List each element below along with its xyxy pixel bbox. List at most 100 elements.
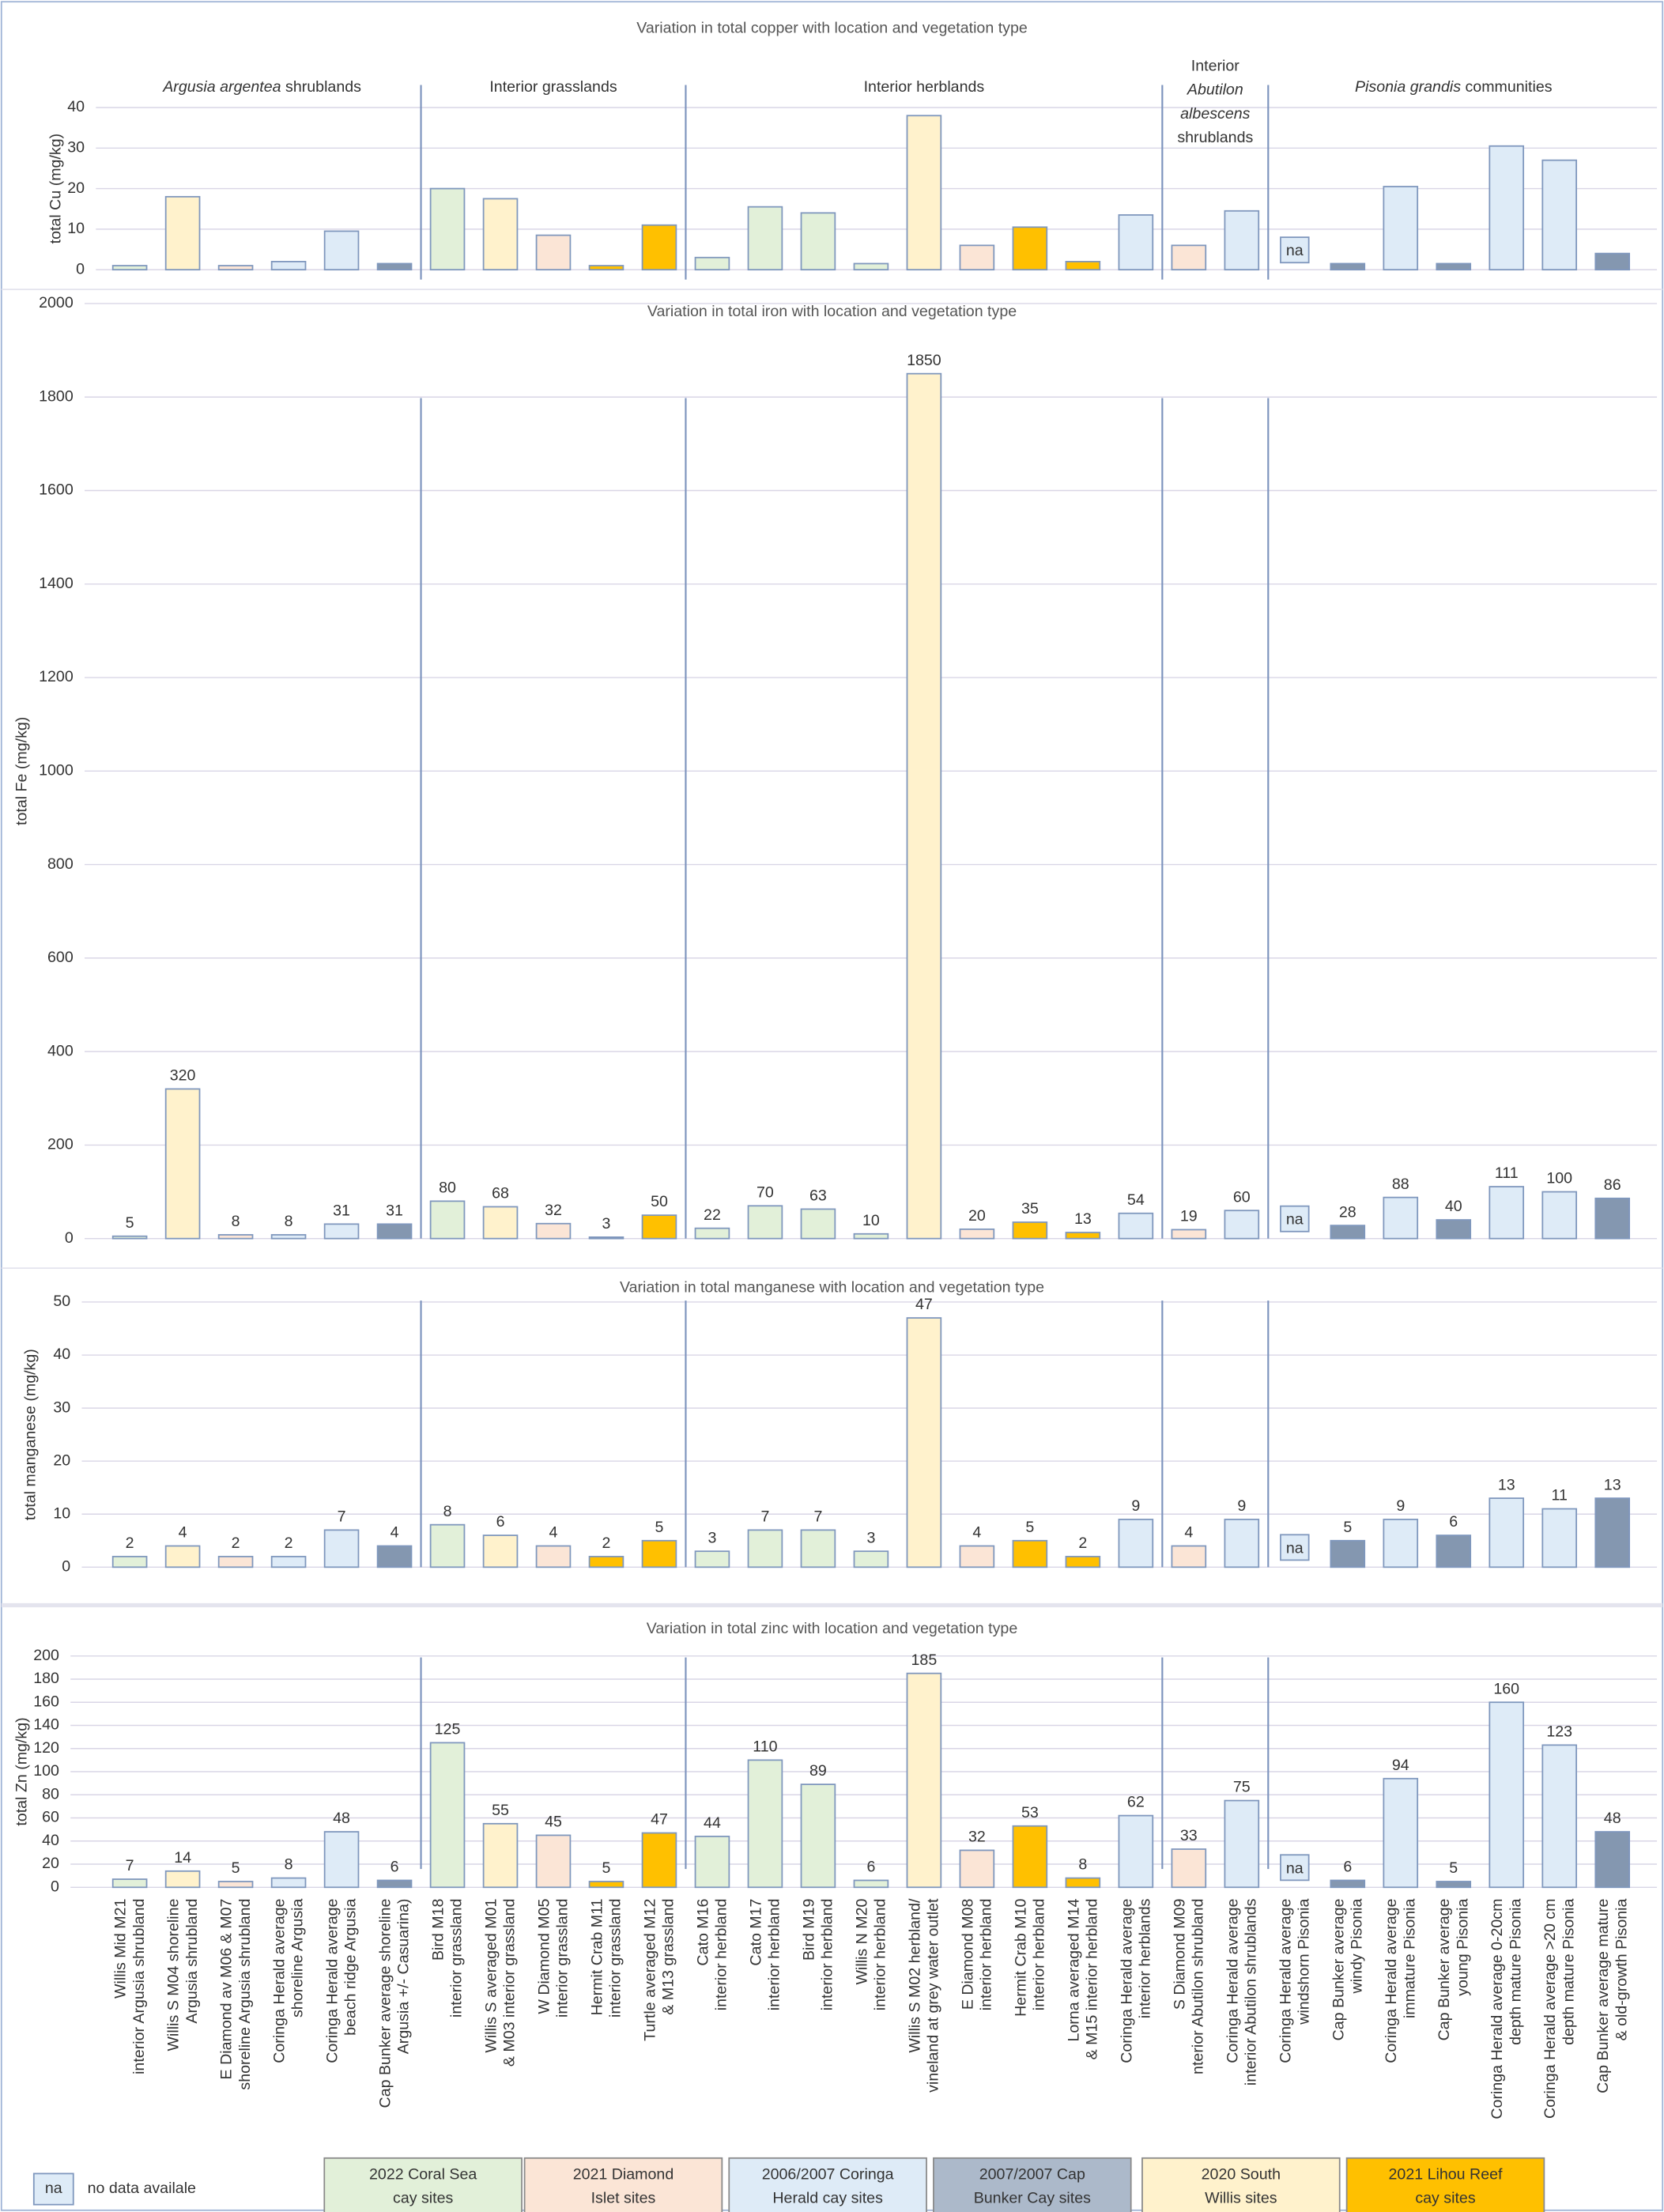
bar	[482, 1822, 519, 1889]
bar	[270, 1556, 307, 1568]
x-tick-label: Bird M19	[800, 1899, 817, 1961]
bar	[1541, 1744, 1578, 1889]
y-tick-label: 80	[42, 1785, 59, 1802]
bar	[1383, 1196, 1419, 1240]
bar	[1594, 1497, 1631, 1568]
data-label: 48	[333, 1810, 350, 1827]
group-label: Interior	[1191, 57, 1240, 74]
bar	[959, 1545, 995, 1568]
x-tick-label: Coringa Herald average 0-20cm	[1489, 1899, 1506, 2120]
data-label: 8	[1078, 1856, 1087, 1874]
data-label: 13	[1498, 1476, 1515, 1493]
data-label: 6	[1449, 1513, 1458, 1531]
x-tick-label: immature Pisonia	[1401, 1898, 1418, 2018]
data-label: 7	[126, 1857, 134, 1874]
y-tick-label: 20	[67, 179, 85, 197]
bar	[747, 206, 783, 271]
bar	[1118, 1212, 1154, 1240]
legend-entry: 2007/2007 Cap	[979, 2165, 1085, 2183]
x-tick-label: interior herbland	[766, 1899, 783, 2011]
bar	[111, 1556, 148, 1568]
legend-entry: 2006/2007 Coringa	[762, 2165, 894, 2183]
bar	[217, 1234, 254, 1240]
x-tick-label: interior Abutilon shrublands	[1242, 1898, 1259, 2086]
bar	[111, 1878, 148, 1889]
x-tick-label: windy Pisonia	[1348, 1898, 1365, 1994]
data-label: 5	[1343, 1519, 1352, 1536]
group-label-part: shrublands	[1177, 129, 1253, 146]
na-label: na	[1286, 1859, 1304, 1877]
bar	[376, 262, 413, 271]
x-tick-label: & old-growth Pisonia	[1613, 1898, 1630, 2040]
bar	[747, 1759, 783, 1889]
bar	[694, 256, 730, 271]
bar	[959, 1228, 995, 1240]
y-tick-label: 600	[47, 949, 74, 966]
data-label: 8	[285, 1856, 293, 1874]
x-tick-label: E Diamond av M06 & M07	[218, 1899, 236, 2080]
legend-na-swatch	[32, 2172, 74, 2206]
x-tick-label: interior grassland	[607, 1899, 624, 2018]
data-label: 80	[439, 1180, 456, 1197]
x-tick-label: Willis N M20	[853, 1898, 870, 1984]
data-label: 6	[866, 1859, 875, 1876]
data-label: 100	[1546, 1170, 1572, 1187]
group-label-part: Argusia argentea	[162, 78, 281, 96]
data-label: 94	[1392, 1757, 1409, 1774]
bar	[1489, 1497, 1525, 1568]
group-label-part: Abutilon	[1187, 81, 1243, 99]
bar	[641, 224, 677, 271]
x-tick-label: & M03 interior grassland	[501, 1899, 519, 2067]
bar	[1594, 1831, 1631, 1889]
y-tick-label: 1800	[39, 387, 74, 405]
data-label: 8	[443, 1503, 452, 1520]
bar	[1541, 1191, 1578, 1240]
data-label: 123	[1546, 1723, 1572, 1740]
bar	[1171, 1848, 1207, 1889]
x-tick-label: depth mature Pisonia	[1507, 1898, 1524, 2044]
data-label: 8	[285, 1213, 293, 1230]
legend-swatch	[1141, 2157, 1341, 2212]
x-tick-label: S Diamond M09	[1171, 1899, 1188, 2010]
bar	[1383, 1777, 1419, 1889]
bar	[323, 230, 360, 271]
na-box	[1280, 1854, 1310, 1882]
data-label: 2	[232, 1534, 240, 1552]
bar	[429, 187, 466, 271]
legend-swatch	[323, 2157, 523, 2212]
legend-entry: Herald cay sites	[772, 2190, 883, 2207]
group-label-part: shrublands	[281, 78, 362, 96]
bar	[747, 1529, 783, 1568]
bar	[800, 1208, 836, 1240]
data-label: 6	[391, 1859, 399, 1876]
bar	[1012, 1539, 1048, 1568]
bar	[906, 115, 942, 271]
bar	[164, 1088, 201, 1240]
bar	[270, 260, 307, 271]
data-label: 111	[1495, 1165, 1519, 1182]
x-tick-label: Willis Mid M21	[112, 1899, 130, 1999]
bar	[906, 1672, 942, 1889]
bar	[1065, 1556, 1101, 1568]
data-label: 53	[1021, 1804, 1039, 1821]
x-tick-label: windshorn Pisonia	[1295, 1898, 1312, 2025]
data-label: 86	[1604, 1176, 1621, 1194]
group-label-part: albescens	[1180, 105, 1250, 123]
legend-entry: cay sites	[393, 2190, 453, 2207]
data-label: 48	[1604, 1810, 1621, 1827]
x-tick-label: & M15 interior herbland	[1084, 1899, 1101, 2060]
y-tick-label: 30	[67, 138, 85, 156]
data-label: 9	[1237, 1497, 1246, 1515]
legend-entry: Willis sites	[1205, 2190, 1277, 2207]
bar	[323, 1831, 360, 1889]
data-label: 3	[708, 1529, 717, 1546]
bar	[906, 372, 942, 1240]
data-label: 14	[174, 1849, 191, 1867]
bar	[588, 1236, 624, 1240]
data-label: 9	[1131, 1497, 1140, 1515]
x-tick-label: E Diamond M08	[959, 1898, 976, 2010]
group-label: Pisonia grandis communities	[1355, 78, 1553, 96]
x-tick-label: Cap Bunker average shoreline	[377, 1898, 394, 2108]
data-label: 160	[1493, 1680, 1519, 1697]
